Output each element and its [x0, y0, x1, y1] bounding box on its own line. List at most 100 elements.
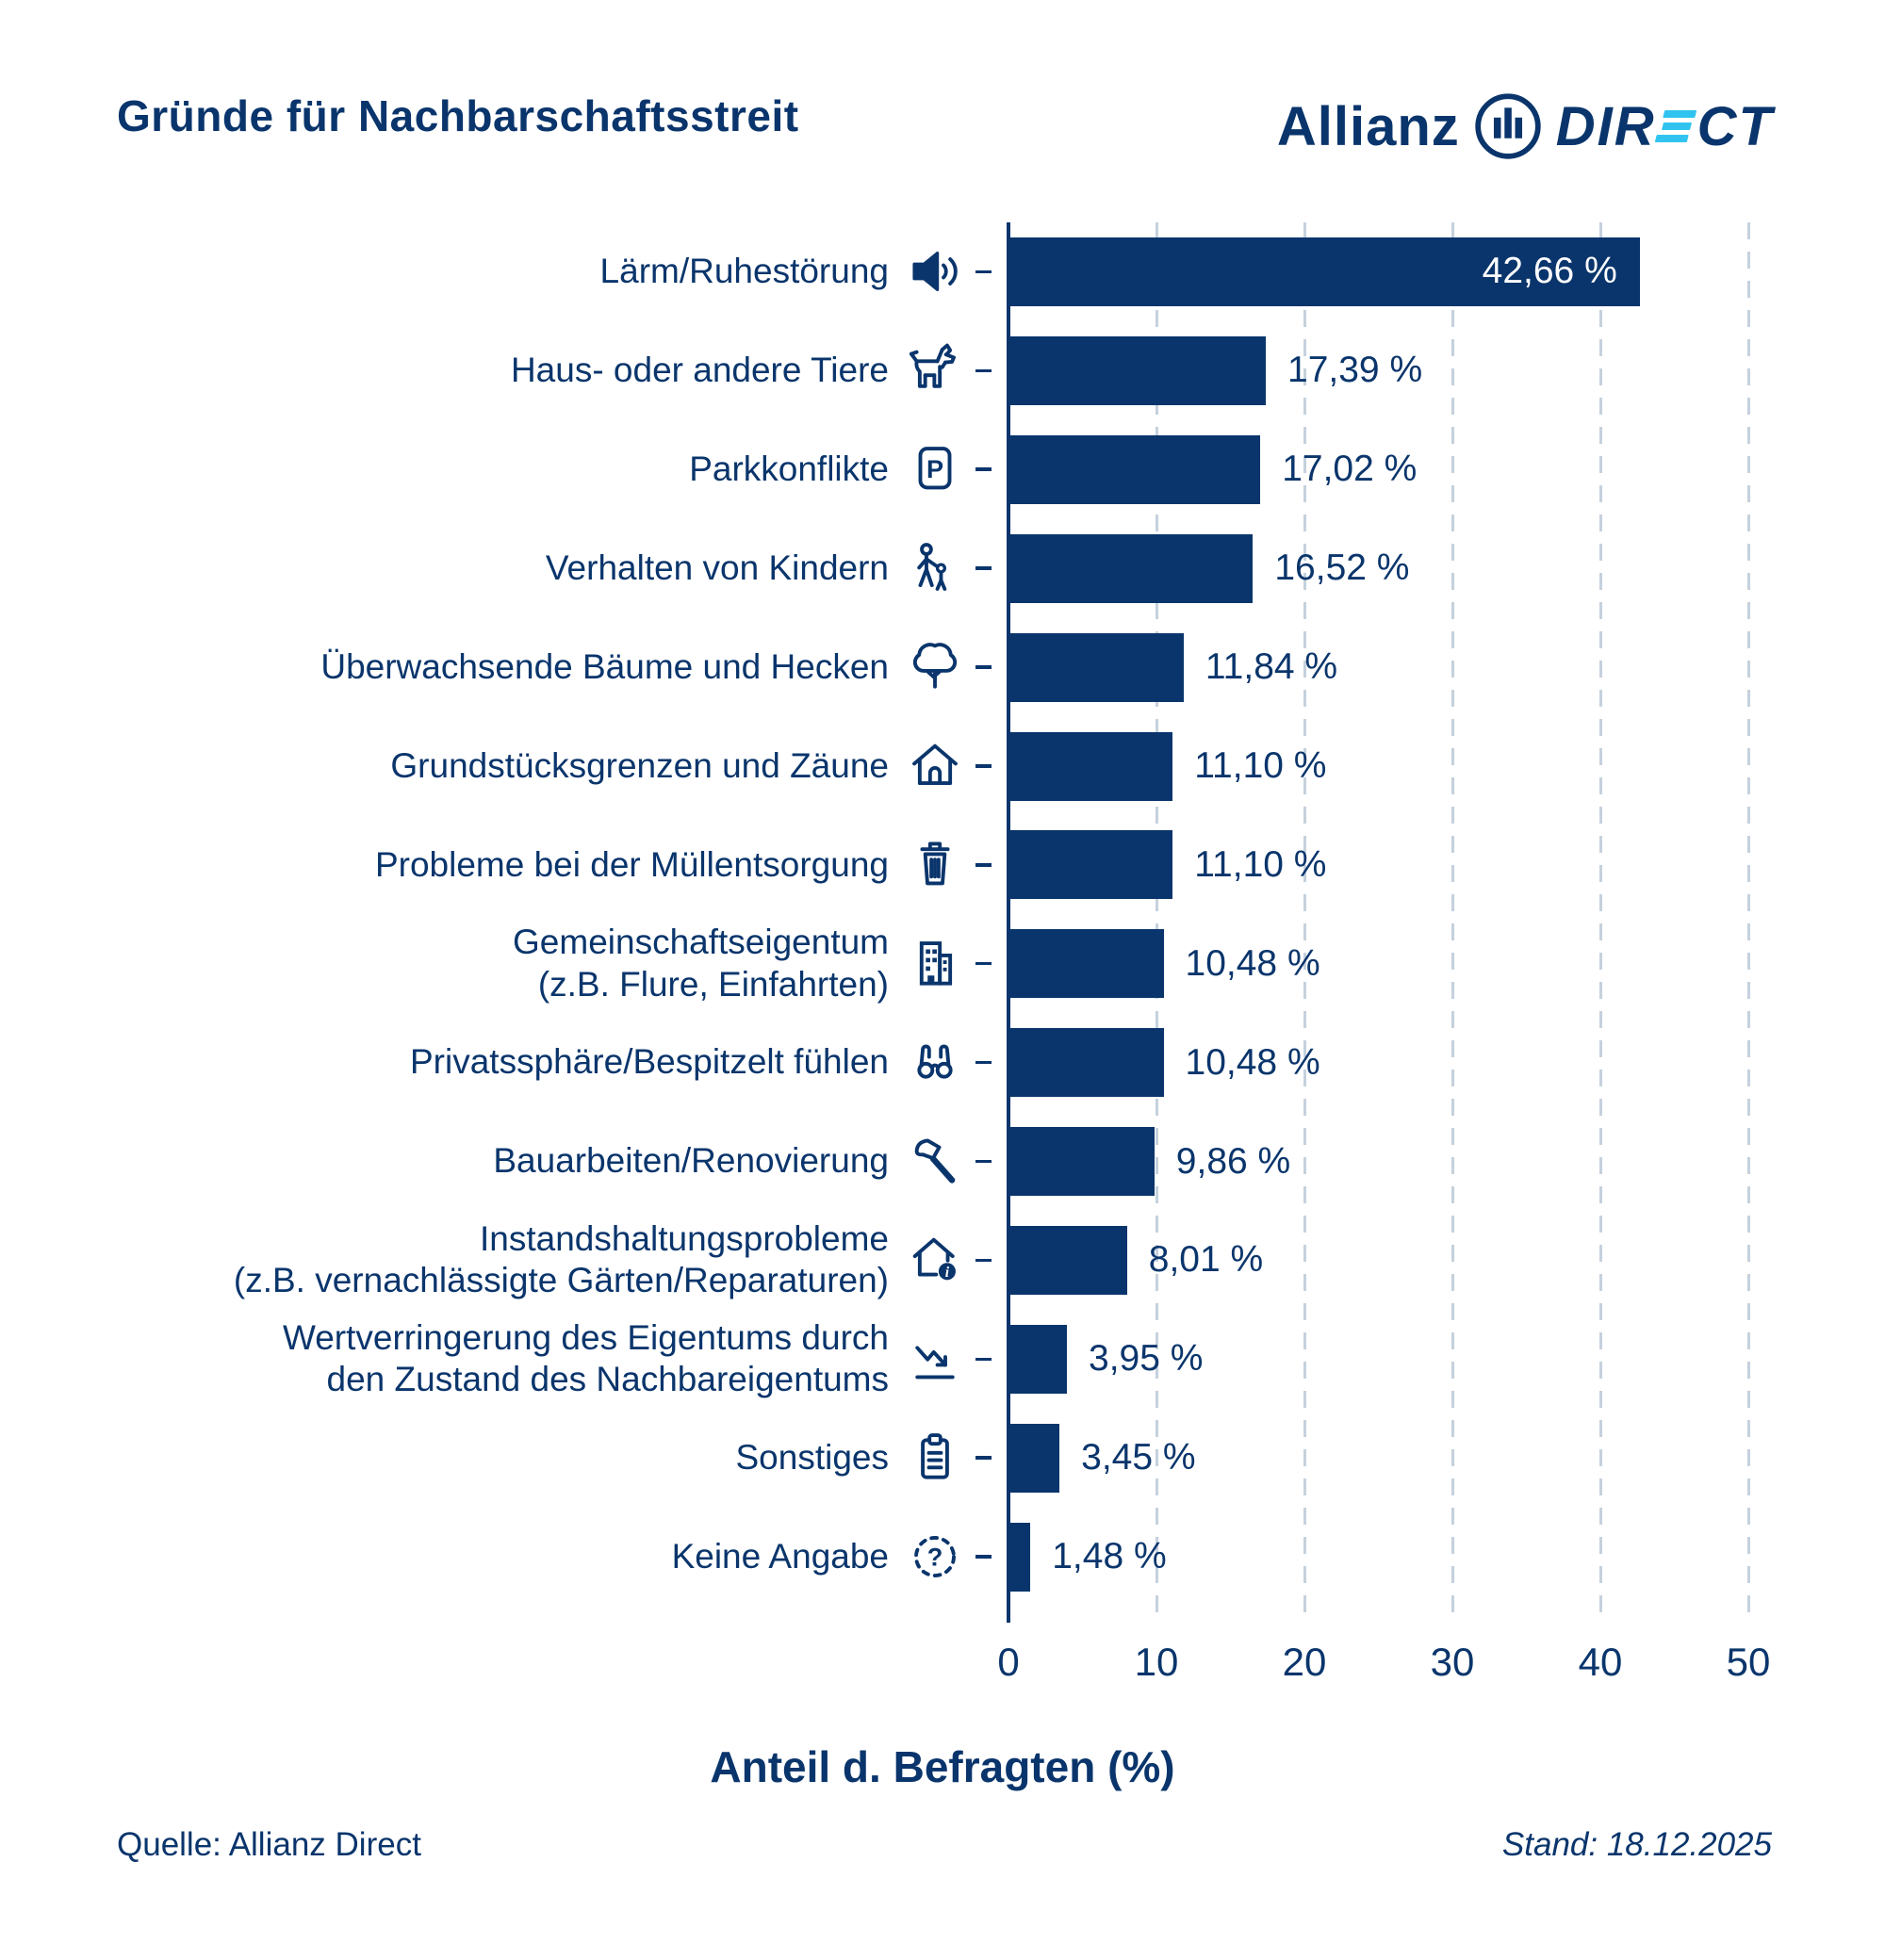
category-tick-mark	[975, 863, 992, 867]
bar-value-label: 16,52 %	[1274, 547, 1410, 589]
bar-value-label: 9,86 %	[1175, 1140, 1291, 1182]
bar	[1008, 1522, 1031, 1592]
x-tick-label: 0	[997, 1640, 1020, 1684]
category-tick-mark	[975, 764, 992, 768]
svg-text:P: P	[926, 454, 943, 483]
category-row: Probleme bei der Müllentsorgung	[0, 815, 992, 914]
bar-value-label: 3,45 %	[1081, 1437, 1196, 1478]
category-row: Verhalten von Kindern	[0, 519, 992, 618]
category-label: Instandshaltungsprobleme (z.B. vernachläs…	[233, 1219, 889, 1300]
category-tick-mark	[975, 1159, 992, 1164]
bar-row: 16,52 %	[1008, 519, 1791, 618]
house-icon	[906, 737, 964, 795]
children-icon	[906, 539, 964, 597]
gridline	[1451, 222, 1454, 1621]
category-row: Instandshaltungsprobleme (z.B. vernachläs…	[0, 1211, 992, 1310]
category-tick-mark	[975, 368, 992, 373]
direct-prefix: DIR	[1555, 95, 1656, 157]
bar	[1008, 335, 1267, 405]
category-tick-mark	[975, 1456, 992, 1460]
category-label: Parkkonflikte	[689, 449, 889, 489]
x-axis-title: Anteil d. Befragten (%)	[710, 1742, 1175, 1791]
bar	[1008, 830, 1173, 900]
page-title: Gründe für Nachbarschaftsstreit	[117, 91, 799, 140]
bar-row: 17,02 %	[1008, 420, 1791, 519]
category-tick-mark	[975, 1555, 992, 1559]
category-tick-mark	[975, 566, 992, 570]
speaker-icon	[906, 242, 964, 301]
clipboard-icon	[906, 1429, 964, 1487]
bar-row: 1,48 %	[1008, 1508, 1791, 1607]
allianz-direct-logo: Allianz DIR CT	[1277, 87, 1774, 166]
direct-e-bars-icon	[1654, 110, 1696, 142]
bar	[1008, 1324, 1067, 1394]
category-row: Sonstiges	[0, 1409, 992, 1508]
plot-area: 42,66 % 17,39 % 17,02 % 16,52 % 11,84 % 11,10…	[1008, 222, 1791, 1621]
category-tick-mark	[975, 270, 992, 274]
category-label: Sonstiges	[735, 1438, 890, 1478]
bar	[1008, 929, 1164, 999]
bar	[1008, 533, 1254, 603]
gridline	[1303, 222, 1306, 1621]
hammer-icon	[906, 1133, 964, 1191]
category-tick-mark	[975, 961, 992, 966]
bar-value-label: 3,95 %	[1089, 1338, 1204, 1380]
category-label: Privatssphäre/Bespitzelt fühlen	[410, 1042, 889, 1082]
category-tick-mark	[975, 1357, 992, 1362]
bar-value-label: 17,02 %	[1282, 449, 1418, 490]
allianz-wordmark: Allianz	[1276, 95, 1460, 157]
bar-value-label: 17,39 %	[1287, 350, 1423, 391]
x-tick-label: 40	[1578, 1640, 1623, 1684]
binoculars-icon	[906, 1034, 964, 1092]
bar-row: 42,66 %	[1008, 222, 1791, 321]
x-tick-label: 10	[1134, 1640, 1179, 1684]
category-row: Lärm/Ruhestörung	[0, 222, 992, 321]
x-tick-label: 30	[1430, 1640, 1475, 1684]
bar-row: 10,48 %	[1008, 1013, 1791, 1112]
allianz-eagle-icon	[1475, 93, 1541, 159]
category-tick-mark	[975, 1060, 992, 1065]
bar-row: 3,95 %	[1008, 1310, 1791, 1409]
bar-row: 11,10 %	[1008, 815, 1791, 914]
category-row: Gemeinschaftseigentum (z.B. Flure, Einfah…	[0, 914, 992, 1013]
direct-suffix: CT	[1696, 95, 1774, 157]
source-note: Quelle: Allianz Direct	[117, 1826, 421, 1863]
category-row: Bauarbeiten/Renovierung	[0, 1112, 992, 1211]
bar	[1008, 731, 1173, 801]
category-label: Haus- oder andere Tiere	[510, 351, 889, 390]
bar-row: 8,01 %	[1008, 1211, 1791, 1310]
bar-row: 3,45 %	[1008, 1409, 1791, 1508]
tree-icon	[906, 638, 964, 696]
dog-icon	[906, 341, 964, 400]
question-icon: ?	[906, 1527, 964, 1586]
gridline	[1155, 222, 1158, 1621]
bar-row: 10,48 %	[1008, 914, 1791, 1013]
bar	[1008, 1028, 1164, 1098]
category-tick-mark	[975, 1258, 992, 1263]
bar	[1008, 434, 1261, 504]
bar-value-label: 42,66 %	[1482, 251, 1617, 292]
category-row: Grundstücksgrenzen und Zäune	[0, 717, 992, 816]
bar-value-label: 11,84 %	[1205, 646, 1338, 688]
category-tick-mark	[975, 467, 992, 471]
category-label: Wertverringerung des Eigentums durch den …	[282, 1317, 889, 1399]
date-note: Stand: 18.12.2025	[1501, 1826, 1772, 1863]
bar	[1008, 1127, 1155, 1197]
category-row: Privatssphäre/Bespitzelt fühlen	[0, 1013, 992, 1112]
bar-value-label: 8,01 %	[1148, 1239, 1264, 1281]
house-alert-icon: i	[906, 1231, 964, 1289]
svg-text:i: i	[945, 1266, 950, 1282]
bar-value-label: 1,48 %	[1052, 1536, 1167, 1577]
chart-decline-icon	[906, 1330, 964, 1388]
y-axis-line	[1007, 222, 1010, 1623]
bar-row: 9,86 %	[1008, 1112, 1791, 1211]
x-tick-label: 50	[1726, 1640, 1771, 1684]
bar	[1008, 632, 1184, 702]
bar	[1008, 1226, 1127, 1295]
bar-value-label: 11,10 %	[1194, 843, 1327, 885]
category-row: Haus- oder andere Tiere	[0, 321, 992, 420]
category-label: Verhalten von Kindern	[545, 547, 889, 587]
svg-text:?: ?	[927, 1543, 943, 1572]
x-tick-label: 20	[1282, 1640, 1327, 1684]
